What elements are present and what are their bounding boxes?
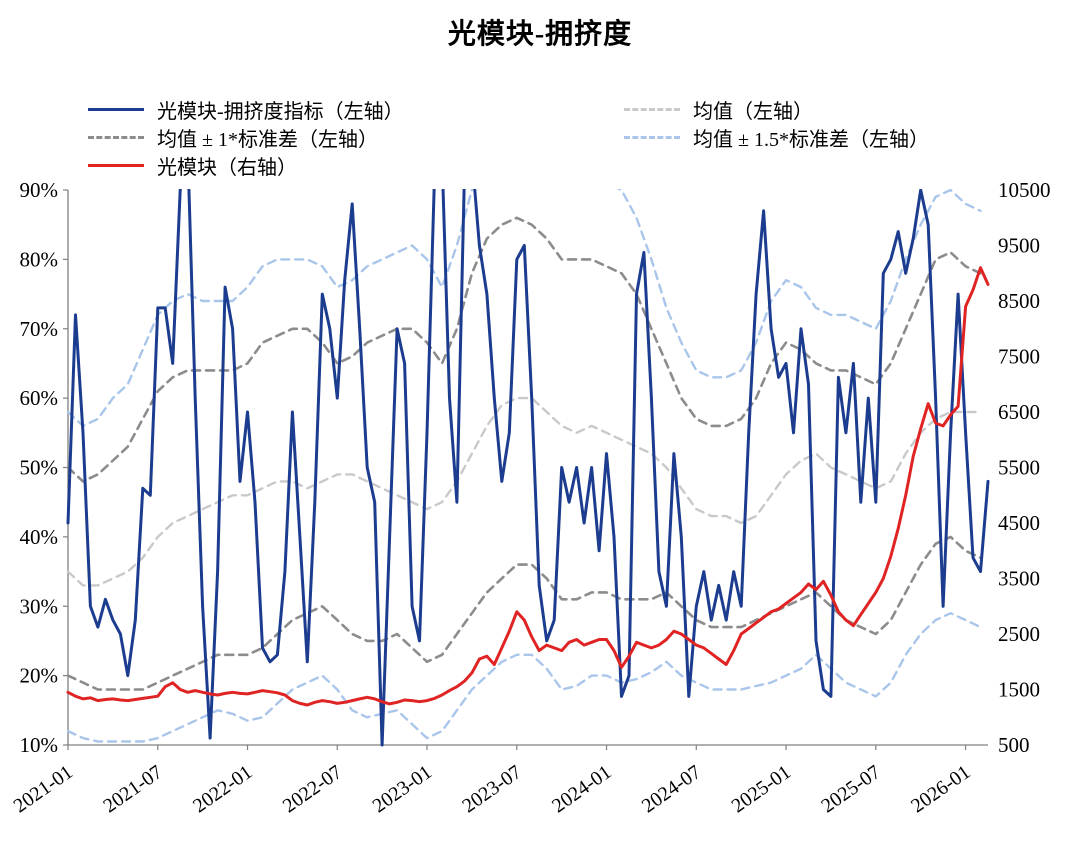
right-tick-label: 10500 bbox=[998, 178, 1051, 202]
right-tick-label: 2500 bbox=[998, 622, 1040, 646]
legend-item-mean: 均值（左轴） bbox=[624, 96, 1028, 123]
x-tick-label: 2022-01 bbox=[189, 761, 256, 817]
right-tick-label: 3500 bbox=[998, 567, 1040, 591]
series-crowding-line bbox=[66, 189, 990, 747]
series-price-line bbox=[66, 266, 990, 707]
series-upper15-line bbox=[66, 189, 982, 428]
chart-legend: 光模块-拥挤度指标（左轴） 均值（左轴） 均值 ± 1*标准差（左轴） 均值 ±… bbox=[88, 96, 1028, 179]
x-tick-label: 2025-07 bbox=[817, 761, 884, 817]
left-tick-label: 10% bbox=[20, 733, 59, 757]
x-axis-labels: 2021-01 2021-07 2022-01 2022-07 2023-01 2023-… bbox=[10, 745, 974, 817]
legend-item-std15: 均值 ± 1.5*标准差（左轴） bbox=[624, 124, 1028, 151]
series-group bbox=[66, 189, 990, 747]
left-tick-label: 30% bbox=[20, 594, 59, 618]
right-tick-label: 5500 bbox=[998, 456, 1040, 480]
legend-item-crowding: 光模块-拥挤度指标（左轴） bbox=[88, 96, 618, 123]
legend-item-price: 光模块（右轴） bbox=[88, 152, 618, 179]
legend-label: 光模块（右轴） bbox=[157, 157, 297, 179]
x-tick-label: 2024-07 bbox=[638, 761, 705, 817]
right-tick-label: 4500 bbox=[998, 511, 1040, 535]
left-tick-label: 20% bbox=[20, 664, 59, 688]
left-tick-label: 70% bbox=[20, 317, 59, 341]
left-tick-label: 80% bbox=[20, 247, 59, 271]
legend-label: 均值（左轴） bbox=[693, 101, 813, 123]
legend-label: 光模块-拥挤度指标（左轴） bbox=[157, 101, 404, 123]
left-axis-labels: 10% 20% 30% 40% 50% 60% 70% 80% 90% bbox=[20, 178, 68, 757]
left-tick-label: 60% bbox=[20, 386, 59, 410]
dashed-darkgray-line-icon bbox=[88, 136, 144, 139]
legend-label: 均值 ± 1*标准差（左轴） bbox=[157, 129, 378, 151]
x-tick-label: 2025-01 bbox=[728, 761, 795, 817]
dashed-lightblue-line-icon bbox=[624, 136, 680, 139]
x-tick-label: 2021-07 bbox=[99, 761, 166, 817]
right-tick-label: 500 bbox=[998, 733, 1030, 757]
series-lower1-line bbox=[66, 535, 982, 691]
series-upper1-line bbox=[66, 216, 982, 483]
x-tick-label: 2024-01 bbox=[548, 761, 615, 817]
solid-red-line-icon bbox=[88, 164, 144, 167]
solid-blue-line-icon bbox=[88, 108, 144, 111]
x-tick-label: 2022-07 bbox=[279, 761, 346, 817]
x-tick-label: 2026-01 bbox=[907, 761, 974, 817]
right-axis-labels: 500 1500 2500 3500 4500 5500 6500 7500 8500 9500 1… bbox=[998, 178, 1051, 757]
x-tick-label: 2021-01 bbox=[10, 761, 77, 817]
right-tick-label: 7500 bbox=[998, 345, 1040, 369]
right-tick-label: 8500 bbox=[998, 289, 1040, 313]
chart-title: 光模块-拥挤度 bbox=[447, 19, 633, 50]
left-tick-label: 50% bbox=[20, 456, 59, 480]
legend-label: 均值 ± 1.5*标准差（左轴） bbox=[693, 129, 929, 151]
legend-item-std1: 均值 ± 1*标准差（左轴） bbox=[88, 124, 618, 151]
x-tick-label: 2023-01 bbox=[369, 761, 436, 817]
right-tick-label: 6500 bbox=[998, 400, 1040, 424]
series-lower15-line bbox=[66, 612, 982, 743]
x-tick-label: 2023-07 bbox=[458, 761, 525, 817]
left-tick-label: 90% bbox=[20, 178, 59, 202]
right-tick-label: 1500 bbox=[998, 678, 1040, 702]
left-tick-label: 40% bbox=[20, 525, 59, 549]
right-tick-label: 9500 bbox=[998, 234, 1040, 258]
dashed-gray-line-icon bbox=[624, 108, 680, 111]
